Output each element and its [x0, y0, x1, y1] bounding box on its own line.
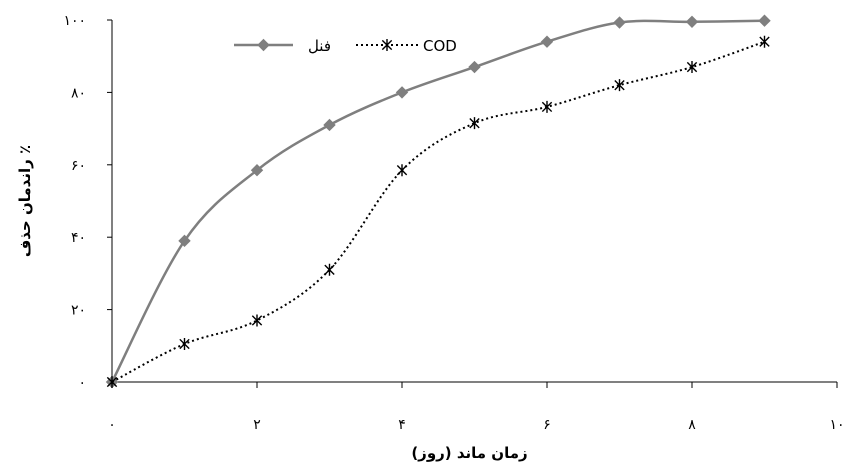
x-tick-label: ۱۰: [829, 417, 844, 433]
data-point: [178, 234, 191, 248]
data-point: [613, 16, 626, 29]
legend: فنل COD: [234, 37, 457, 55]
x-axis-title: زمان ماند (روز): [411, 444, 527, 462]
y-axis-title: راندمان حذف ٪: [16, 145, 34, 257]
data-point: [614, 79, 625, 92]
data-point: [324, 263, 335, 276]
series-cod: [106, 35, 770, 388]
x-tick-label: ۸: [688, 417, 696, 433]
data-point: [468, 60, 481, 74]
series-line: [111, 40, 765, 383]
y-tick-label: ۱۰۰: [63, 13, 86, 29]
legend-marker-phenol: [257, 38, 270, 52]
series-line: [110, 19, 765, 383]
legend-label-cod: COD: [423, 37, 457, 55]
data-point: [106, 376, 118, 388]
data-point: [251, 314, 263, 327]
y-tick-label: ۲۰: [71, 303, 86, 319]
data-point: [323, 118, 336, 132]
data-point: [250, 164, 264, 177]
series-layer: [105, 14, 771, 389]
data-point: [759, 35, 770, 48]
legend-marker-cod: [381, 39, 393, 51]
x-tick-label: ۰: [108, 417, 116, 433]
data-point: [686, 61, 698, 74]
data-point: [469, 117, 480, 130]
x-tick-label: ۶: [543, 417, 551, 433]
y-tick-label: ۰: [78, 375, 86, 391]
data-point: [541, 100, 553, 113]
data-point: [540, 35, 554, 48]
legend-label-phenol: فنل: [308, 37, 331, 55]
data-point: [685, 15, 699, 29]
data-point: [396, 164, 408, 177]
y-tick-label: ۶۰: [71, 158, 86, 174]
data-point: [758, 14, 771, 27]
y-tick-label: ۴۰: [71, 230, 86, 246]
data-point: [395, 86, 409, 99]
axes: ۰ ۲۰ ۴۰ ۶۰ ۸۰ ۱۰۰ ۰ ۲ ۴ ۶ ۸ ۱۰: [63, 13, 844, 433]
y-tick-label: ۸۰: [71, 85, 86, 101]
x-tick-label: ۴: [398, 417, 406, 433]
x-tick-label: ۲: [253, 417, 261, 433]
data-point: [179, 337, 190, 350]
series-phenol: [105, 14, 771, 389]
